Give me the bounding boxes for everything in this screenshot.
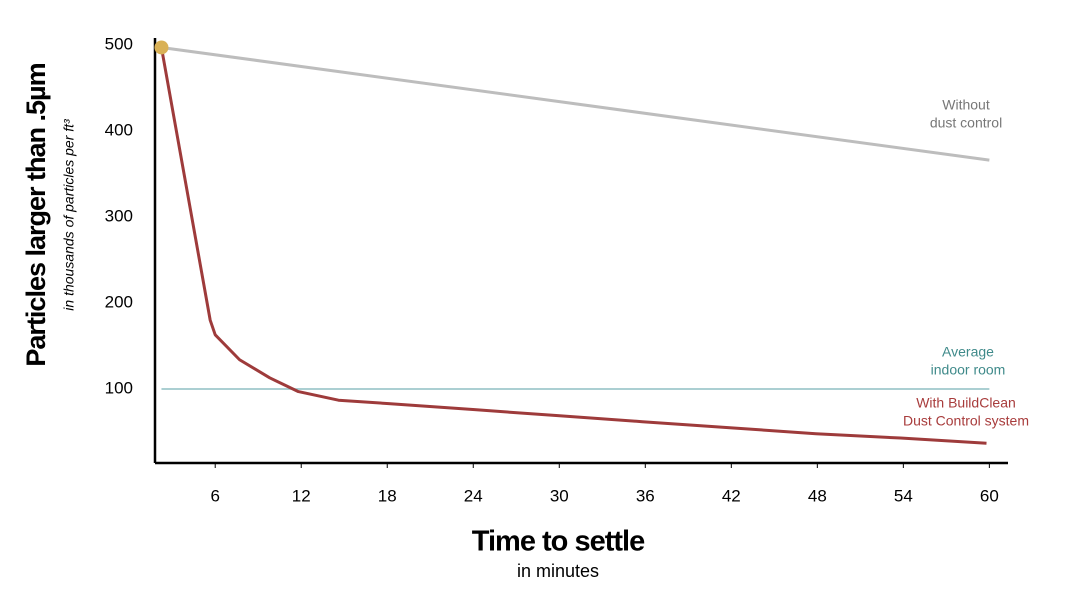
x-tick-label: 18 bbox=[378, 486, 397, 505]
x-tick-label: 12 bbox=[292, 486, 311, 505]
x-tick-label: 6 bbox=[210, 486, 219, 505]
start-point bbox=[154, 40, 169, 55]
series-annotation: Dust Control system bbox=[903, 413, 1029, 429]
series-annotation: Average bbox=[942, 344, 994, 360]
x-tick-label: 48 bbox=[808, 486, 827, 505]
series-annotation: indoor room bbox=[931, 362, 1006, 378]
series-line bbox=[159, 47, 987, 445]
x-tick-label: 36 bbox=[636, 486, 655, 505]
series-annotation: With BuildClean bbox=[916, 395, 1016, 411]
y-tick-label: 400 bbox=[105, 120, 133, 139]
x-axis-subtitle: in minutes bbox=[517, 561, 599, 581]
series-line bbox=[161, 45, 990, 162]
x-tick-label: 30 bbox=[550, 486, 569, 505]
y-tick-label: 100 bbox=[105, 378, 133, 397]
x-axis-title: Time to settle bbox=[472, 526, 645, 558]
y-tick-label: 500 bbox=[105, 34, 133, 53]
x-tick-label: 24 bbox=[464, 486, 483, 505]
y-tick-label: 200 bbox=[105, 292, 133, 311]
y-axis-title: Particles larger than .5µm bbox=[21, 63, 51, 366]
x-tick-label: 54 bbox=[894, 486, 913, 505]
x-tick-label: 60 bbox=[980, 486, 999, 505]
y-axis-subtitle: in thousands of particles per ft³ bbox=[61, 119, 77, 311]
series-annotation: dust control bbox=[930, 115, 1002, 131]
x-tick-label: 42 bbox=[722, 486, 741, 505]
series-annotation: Without bbox=[942, 97, 990, 113]
y-tick-label: 300 bbox=[105, 206, 133, 225]
